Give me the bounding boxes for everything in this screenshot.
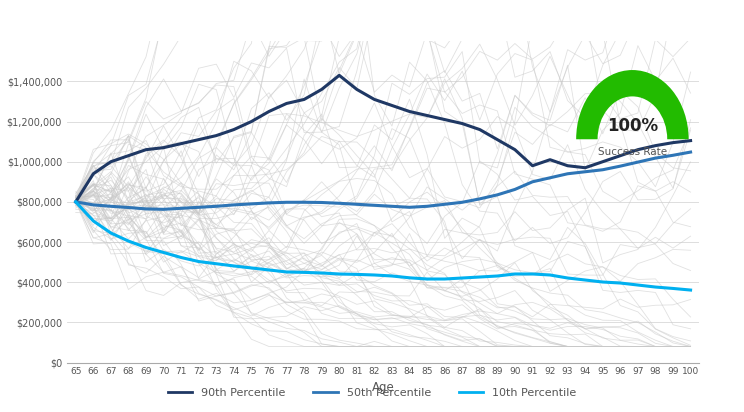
Text: 100%: 100%	[607, 117, 658, 135]
Legend: 90th Percentile, 50th Percentile, 10th Percentile: 90th Percentile, 50th Percentile, 10th P…	[164, 383, 580, 403]
Y-axis label: Balance: Balance	[0, 178, 2, 225]
Text: Success Rate: Success Rate	[598, 147, 667, 157]
X-axis label: Age: Age	[372, 381, 394, 393]
Wedge shape	[576, 70, 689, 139]
